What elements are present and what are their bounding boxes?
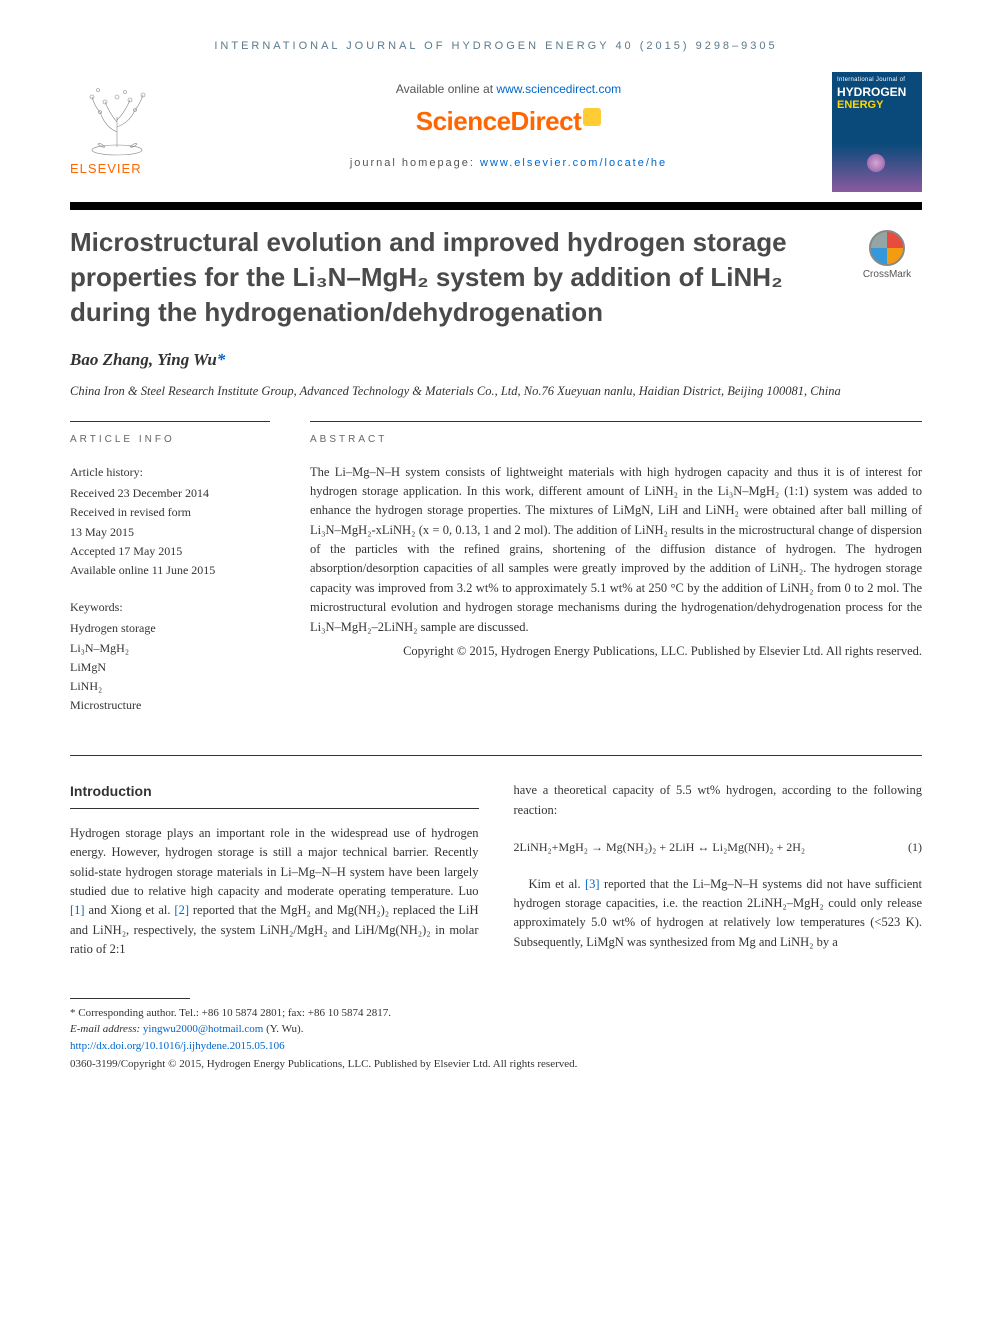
text-span: Hydrogen storage plays an important role… bbox=[70, 826, 479, 898]
crossmark-badge[interactable]: CrossMark bbox=[852, 230, 922, 280]
revised-date: 13 May 2015 bbox=[70, 523, 270, 542]
cover-graphic-icon bbox=[867, 154, 885, 172]
corresponding-marker: * bbox=[217, 350, 226, 369]
crossmark-icon bbox=[869, 230, 905, 266]
crossmark-label: CrossMark bbox=[852, 269, 922, 280]
cover-subtitle: International Journal of bbox=[837, 77, 917, 83]
intro-paragraph: Kim et al. [3] reported that the Li–Mg–N… bbox=[514, 875, 923, 953]
abstract-panel: ABSTRACT The Li–Mg–N–H system consists o… bbox=[310, 421, 922, 715]
homepage-line: journal homepage: www.elsevier.com/locat… bbox=[185, 157, 832, 169]
authors: Bao Zhang, Ying Wu* bbox=[70, 350, 922, 370]
reference-link[interactable]: [2] bbox=[174, 903, 189, 917]
abstract-copyright: Copyright © 2015, Hydrogen Energy Public… bbox=[310, 642, 922, 661]
elsevier-logo[interactable]: ELSEVIER bbox=[70, 72, 165, 182]
article-info-panel: ARTICLE INFO Article history: Received 2… bbox=[70, 421, 270, 715]
journal-reference: INTERNATIONAL JOURNAL OF HYDROGEN ENERGY… bbox=[70, 40, 922, 52]
equation-number: (1) bbox=[908, 838, 922, 857]
header-section: ELSEVIER Available online at www.science… bbox=[70, 72, 922, 192]
reference-link[interactable]: [1] bbox=[70, 903, 85, 917]
keyword: Microstructure bbox=[70, 696, 270, 715]
right-column: have a theoretical capacity of 5.5 wt% h… bbox=[514, 781, 923, 959]
email-suffix: (Y. Wu). bbox=[263, 1023, 303, 1035]
history-label: Article history: bbox=[70, 463, 270, 482]
keyword: Hydrogen storage bbox=[70, 619, 270, 638]
available-online: Available online at www.sciencedirect.co… bbox=[185, 82, 832, 96]
online-date: Available online 11 June 2015 bbox=[70, 561, 270, 580]
section-divider bbox=[70, 755, 922, 756]
intro-paragraph: have a theoretical capacity of 5.5 wt% h… bbox=[514, 781, 923, 820]
keyword: Li₃N–MgH₂ bbox=[70, 639, 270, 658]
keyword: LiMgN bbox=[70, 658, 270, 677]
intro-heading: Introduction bbox=[70, 781, 479, 809]
revised-label: Received in revised form bbox=[70, 503, 270, 522]
sciencedirect-text: ScienceDirect bbox=[416, 106, 581, 136]
abstract-header: ABSTRACT bbox=[310, 421, 922, 448]
keywords-label: Keywords: bbox=[70, 598, 270, 617]
footer-divider bbox=[70, 998, 190, 999]
footer-copyright: 0360-3199/Copyright © 2015, Hydrogen Ene… bbox=[70, 1056, 922, 1073]
available-prefix: Available online at bbox=[396, 82, 497, 96]
corresponding-author: * Corresponding author. Tel.: +86 10 587… bbox=[70, 1005, 922, 1022]
homepage-link[interactable]: www.elsevier.com/locate/he bbox=[480, 157, 667, 169]
sciencedirect-link[interactable]: www.sciencedirect.com bbox=[496, 82, 621, 96]
body-content: Introduction Hydrogen storage plays an i… bbox=[70, 781, 922, 959]
intro-paragraph: Hydrogen storage plays an important role… bbox=[70, 824, 479, 960]
affiliation: China Iron & Steel Research Institute Gr… bbox=[70, 382, 922, 401]
left-column: Introduction Hydrogen storage plays an i… bbox=[70, 781, 479, 959]
article-title: Microstructural evolution and improved h… bbox=[70, 225, 832, 330]
accepted-date: Accepted 17 May 2015 bbox=[70, 542, 270, 561]
equation-formula: 2LiNH₂+MgH₂ → Mg(NH₂)₂ + 2LiH ↔ Li₂Mg(NH… bbox=[514, 838, 806, 857]
article-info-header: ARTICLE INFO bbox=[70, 421, 270, 448]
homepage-prefix: journal homepage: bbox=[350, 157, 480, 169]
reference-link[interactable]: [3] bbox=[585, 877, 600, 891]
sciencedirect-icon bbox=[583, 108, 601, 126]
sciencedirect-logo[interactable]: ScienceDirect bbox=[185, 106, 832, 137]
equation-block: 2LiNH₂+MgH₂ → Mg(NH₂)₂ + 2LiH ↔ Li₂Mg(NH… bbox=[514, 838, 923, 857]
cover-title-2: ENERGY bbox=[837, 99, 917, 111]
email-label: E-mail address: bbox=[70, 1023, 143, 1035]
keyword: LiNH₂ bbox=[70, 677, 270, 696]
doi-link[interactable]: http://dx.doi.org/10.1016/j.ijhydene.201… bbox=[70, 1040, 285, 1052]
received-date: Received 23 December 2014 bbox=[70, 484, 270, 503]
cover-title-1: HYDROGEN bbox=[837, 85, 917, 99]
divider-bar bbox=[70, 202, 922, 210]
email-line: E-mail address: yingwu2000@hotmail.com (… bbox=[70, 1021, 922, 1038]
abstract-text: The Li–Mg–N–H system consists of lightwe… bbox=[310, 463, 922, 637]
footer: * Corresponding author. Tel.: +86 10 587… bbox=[70, 990, 922, 1073]
elsevier-text: ELSEVIER bbox=[70, 161, 165, 176]
text-span: Kim et al. bbox=[529, 877, 586, 891]
journal-cover[interactable]: International Journal of HYDROGEN ENERGY bbox=[832, 72, 922, 192]
email-link[interactable]: yingwu2000@hotmail.com bbox=[143, 1023, 263, 1035]
author-names: Bao Zhang, Ying Wu bbox=[70, 350, 217, 369]
text-span: and Xiong et al. bbox=[85, 903, 175, 917]
